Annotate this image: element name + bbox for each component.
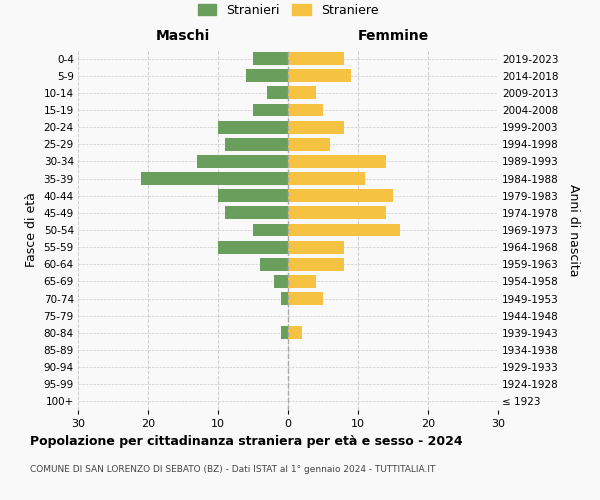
Bar <box>225 138 288 150</box>
Bar <box>260 258 288 270</box>
Bar <box>288 240 344 254</box>
Bar <box>218 240 288 254</box>
Bar <box>288 258 344 270</box>
Bar <box>274 275 288 288</box>
Bar <box>288 70 351 82</box>
Bar <box>288 275 316 288</box>
Bar <box>197 155 288 168</box>
Bar <box>253 52 288 65</box>
Bar <box>218 120 288 134</box>
Y-axis label: Anni di nascita: Anni di nascita <box>567 184 580 276</box>
Text: Femmine: Femmine <box>358 29 428 43</box>
Y-axis label: Fasce di età: Fasce di età <box>25 192 38 268</box>
Bar <box>288 86 316 100</box>
Bar <box>288 224 400 236</box>
Bar <box>218 190 288 202</box>
Bar <box>253 104 288 117</box>
Bar <box>288 190 393 202</box>
Bar <box>253 224 288 236</box>
Bar <box>288 52 344 65</box>
Bar <box>281 292 288 305</box>
Bar <box>141 172 288 185</box>
Bar <box>288 172 365 185</box>
Bar <box>288 120 344 134</box>
Bar <box>288 155 386 168</box>
Bar <box>267 86 288 100</box>
Bar <box>225 206 288 220</box>
Bar <box>288 206 386 220</box>
Text: Maschi: Maschi <box>156 29 210 43</box>
Text: Popolazione per cittadinanza straniera per età e sesso - 2024: Popolazione per cittadinanza straniera p… <box>30 435 463 448</box>
Bar <box>288 292 323 305</box>
Bar <box>246 70 288 82</box>
Bar <box>288 138 330 150</box>
Bar <box>288 326 302 340</box>
Bar <box>288 104 323 117</box>
Legend: Stranieri, Straniere: Stranieri, Straniere <box>193 0 383 22</box>
Bar <box>281 326 288 340</box>
Text: COMUNE DI SAN LORENZO DI SEBATO (BZ) - Dati ISTAT al 1° gennaio 2024 - TUTTITALI: COMUNE DI SAN LORENZO DI SEBATO (BZ) - D… <box>30 465 436 474</box>
